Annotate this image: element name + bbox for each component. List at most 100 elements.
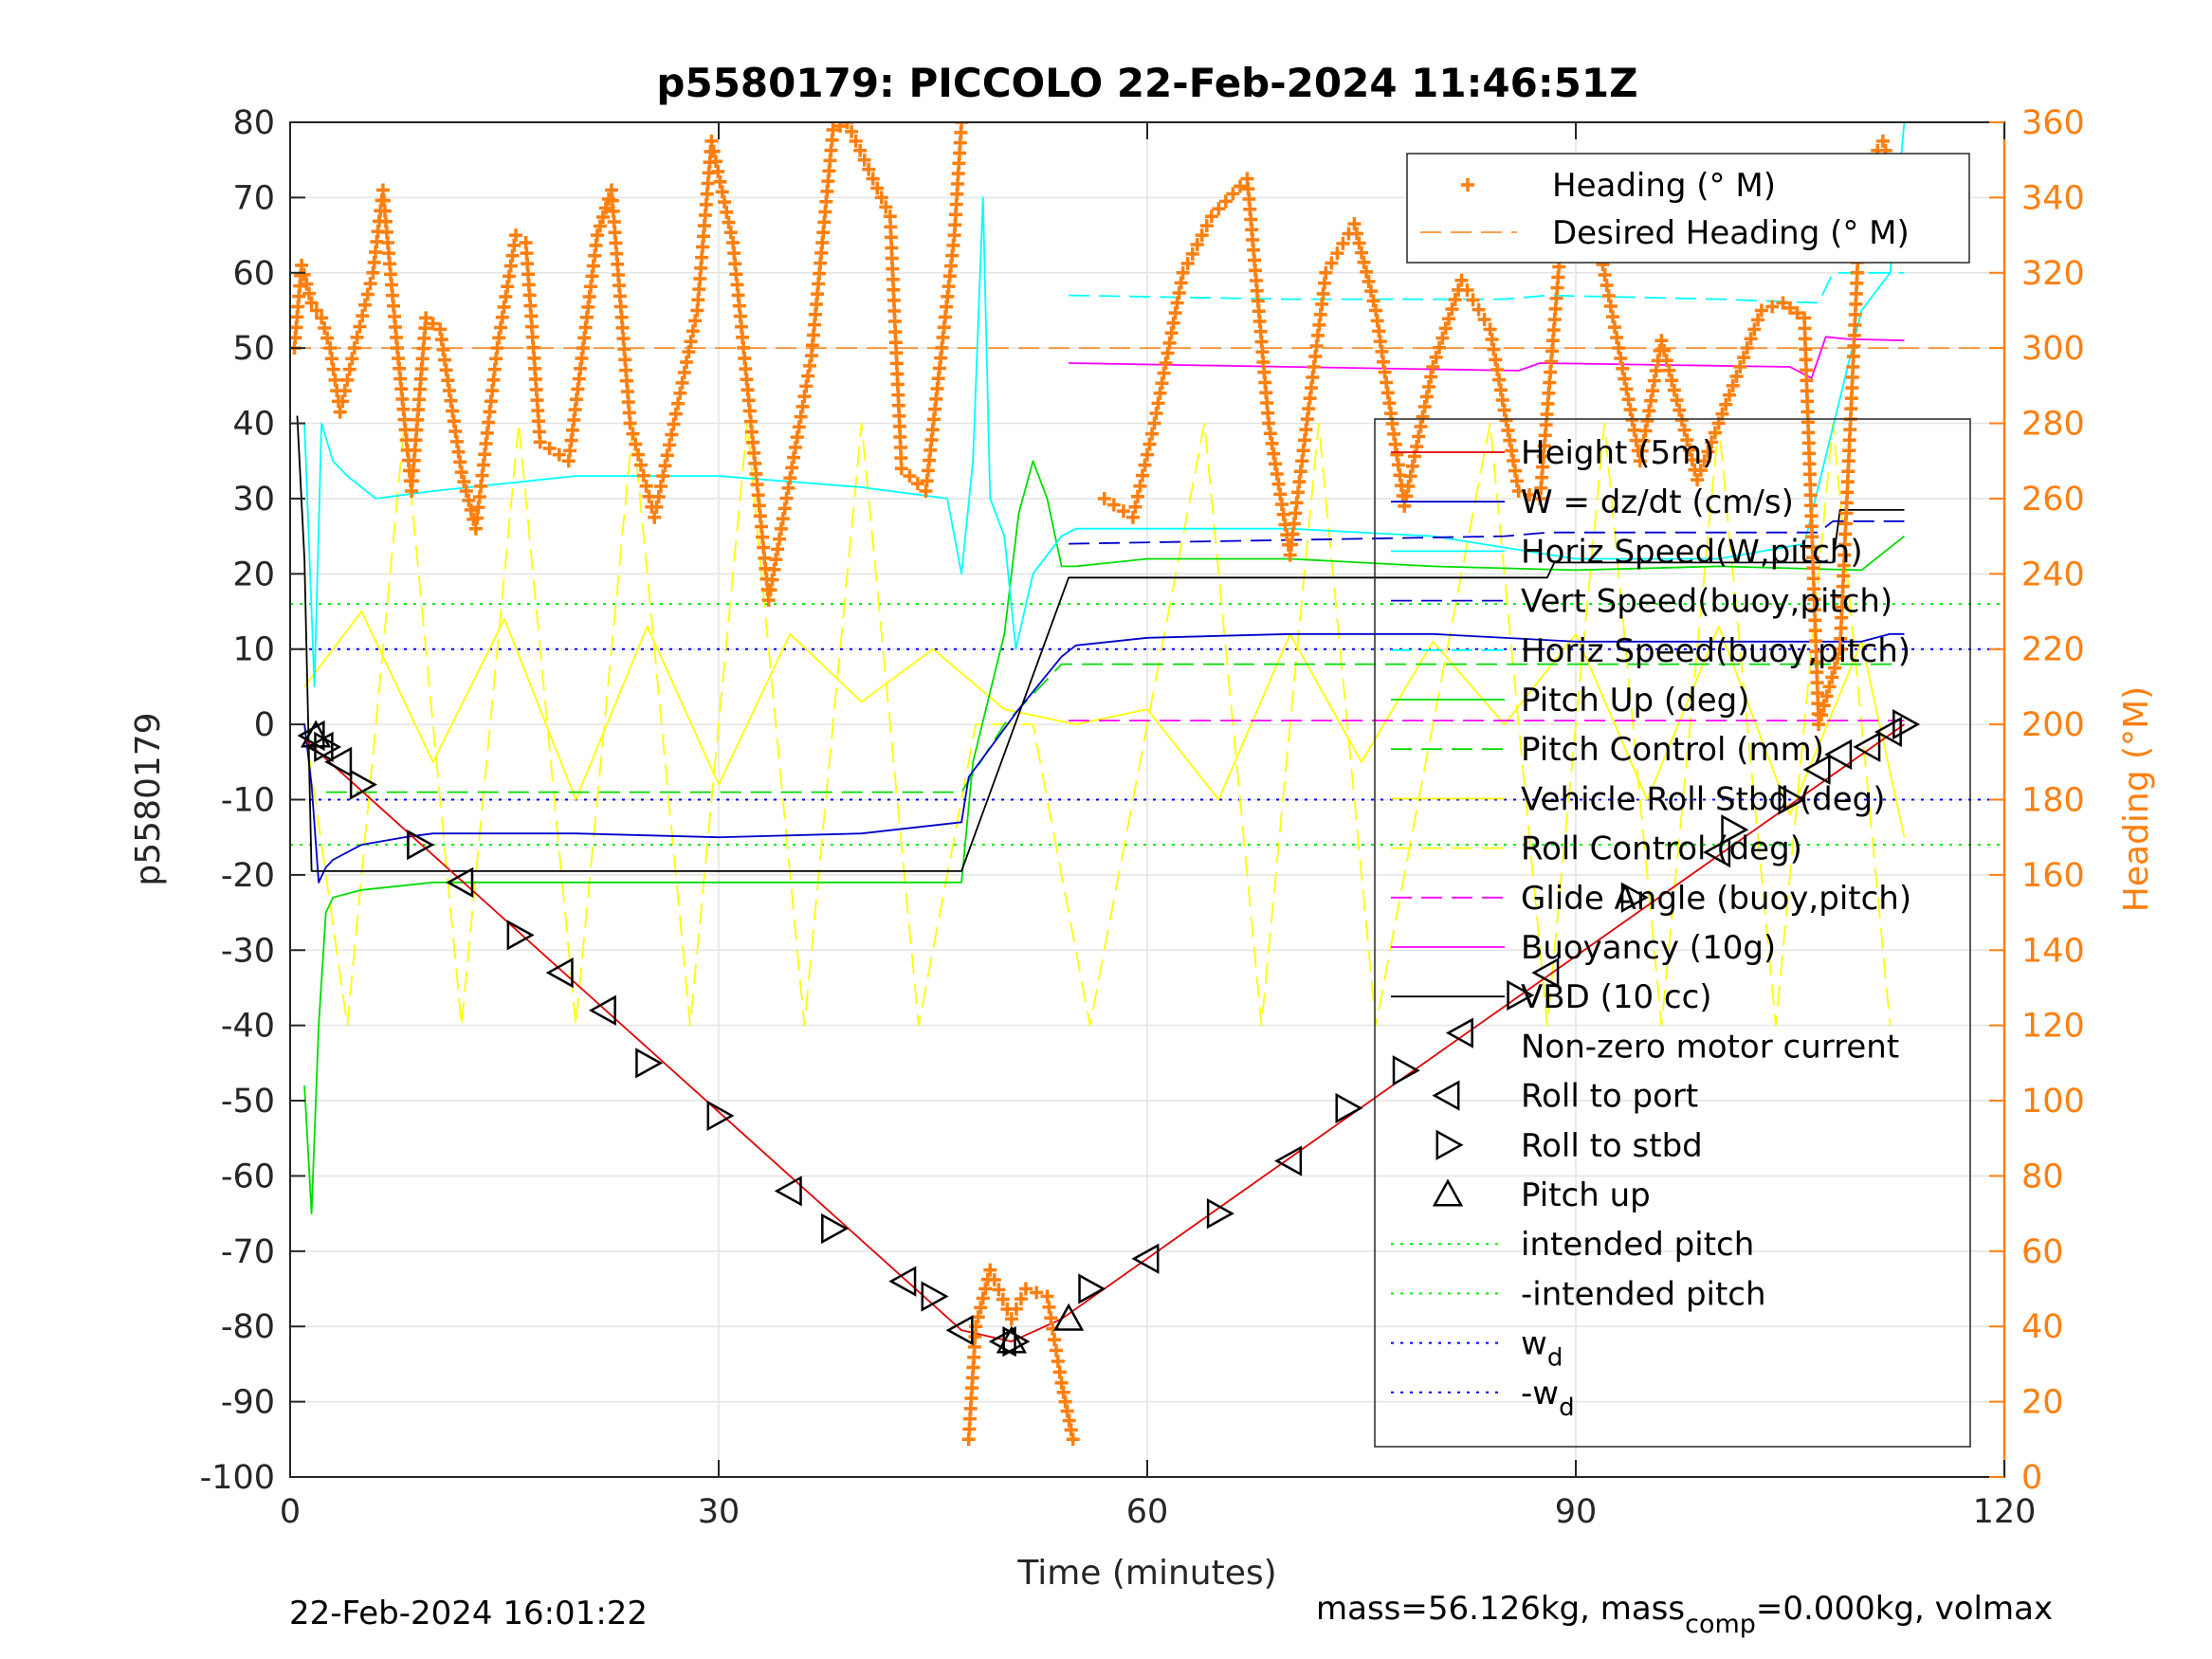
heading-point [1058, 1395, 1072, 1409]
heading-point [1598, 267, 1612, 282]
heading-point [978, 1282, 993, 1296]
y-right-tick-label: 240 [2021, 556, 2085, 593]
heading-point [1064, 1423, 1078, 1437]
y-left-tick-label: -70 [221, 1233, 275, 1271]
heading-point [1875, 134, 1890, 148]
legend-swatch [1432, 1178, 1464, 1207]
x-tick-label: 120 [1973, 1493, 2037, 1531]
heading-point [1603, 300, 1618, 314]
legend-label: Horiz Speed(buoy,pitch) [1521, 632, 1910, 670]
legend-label: Glide Angle (buoy,pitch) [1521, 880, 1911, 918]
pitch-up-marker [300, 720, 332, 748]
heading-point [315, 311, 329, 325]
heading-point [1740, 341, 1754, 356]
heading-point [1477, 312, 1491, 326]
heading-point [688, 314, 703, 328]
heading-point [1638, 424, 1653, 438]
heading-point [1814, 708, 1828, 722]
heading-point [464, 502, 478, 517]
heading-point [1195, 228, 1209, 243]
heading-point [1190, 238, 1204, 252]
footer-mass-prefix: mass=56.126kg, mass [1316, 1590, 1685, 1628]
heading-point [326, 362, 340, 376]
heading-point [1056, 1385, 1070, 1399]
heading-point [1719, 397, 1733, 411]
series-buoyancy-10g [1069, 336, 1905, 379]
pitch-up-marker [1053, 1303, 1085, 1331]
roll-to-stbd-marker [407, 830, 435, 861]
heading-point [658, 459, 672, 473]
legend-label-main: Roll Control (deg) [1521, 830, 1802, 868]
footer-mass-suffix: =0.000kg, volmax [1756, 1590, 2053, 1628]
heading-point [542, 442, 557, 456]
heading-point [345, 352, 359, 366]
roll-to-port-marker [1703, 836, 1731, 868]
heading-point [1438, 321, 1453, 336]
legend-label: Pitch up [1521, 1176, 1651, 1214]
y-left-tick-label: -10 [221, 782, 275, 820]
heading-point [1726, 378, 1740, 392]
heading-point [1633, 454, 1647, 468]
heading-point [783, 471, 797, 485]
heading-point [363, 277, 377, 291]
heading-point [1825, 670, 1839, 684]
heading-point [1819, 689, 1834, 703]
legend-label: W = dz/dt (cm/s) [1521, 483, 1794, 521]
heading-point [765, 573, 779, 587]
roll-to-port-marker [888, 1266, 917, 1297]
heading-point [1128, 500, 1143, 514]
y-left-tick-label: 30 [232, 481, 275, 519]
heading-point [598, 201, 612, 215]
heading-point [715, 185, 729, 199]
legend-label: Pitch Up (deg) [1521, 682, 1749, 720]
heading-point [983, 1263, 997, 1277]
heading-point [1505, 444, 1519, 458]
heading-point [996, 1292, 1010, 1306]
heading-point [1204, 210, 1218, 224]
heading-point [1619, 382, 1634, 396]
heading-point [1674, 413, 1689, 428]
y-right-tick-label: 60 [2021, 1233, 2064, 1271]
y-right-tick-label: 0 [2021, 1459, 2042, 1497]
roll-to-stbd-marker [1721, 814, 1749, 846]
heading-point [300, 277, 314, 291]
heading-point [1776, 296, 1790, 310]
legend-swatch [1432, 1080, 1460, 1111]
heading-point [779, 491, 794, 505]
heading-point [1403, 469, 1417, 483]
heading-point [833, 122, 848, 133]
heading-point [1812, 718, 1826, 732]
y-right-tick-label: 200 [2021, 706, 2085, 744]
heading-point [792, 420, 806, 434]
heading-point [1052, 1365, 1067, 1379]
legend-label-main: Pitch Control (mm) [1521, 731, 1824, 769]
heading-point [1170, 296, 1184, 310]
roll-to-stbd-marker [1206, 1198, 1234, 1230]
heading-point [866, 172, 880, 186]
heading-point [1166, 316, 1180, 330]
heading-point [1612, 341, 1626, 356]
heading-point [1492, 373, 1507, 387]
heading-point [1066, 1432, 1080, 1447]
heading-point [1691, 473, 1705, 487]
roll-to-stbd-marker [1078, 1273, 1106, 1304]
heading-point [507, 238, 521, 252]
heading-point [318, 320, 332, 335]
y-right-tick-label: 100 [2021, 1083, 2085, 1121]
x-tick-label: 30 [698, 1493, 740, 1531]
legend-label-main: Pitch Up (deg) [1521, 682, 1749, 720]
heading-point [653, 480, 667, 494]
heading-point [1499, 413, 1513, 428]
series-heading [290, 122, 1911, 1447]
legend-label-main: Pitch up [1521, 1176, 1651, 1214]
heading-point [677, 365, 691, 379]
heading-point [494, 320, 508, 335]
legend-label-main: intended pitch [1521, 1226, 1754, 1264]
heading-point [629, 437, 643, 451]
heading-point [910, 477, 924, 491]
heading-point [1601, 289, 1616, 303]
y-right-tick-label: 220 [2021, 631, 2085, 669]
heading-point [1680, 433, 1694, 447]
series-vehicle-roll-stbd-deg [303, 611, 1906, 838]
heading-point [1141, 447, 1154, 462]
